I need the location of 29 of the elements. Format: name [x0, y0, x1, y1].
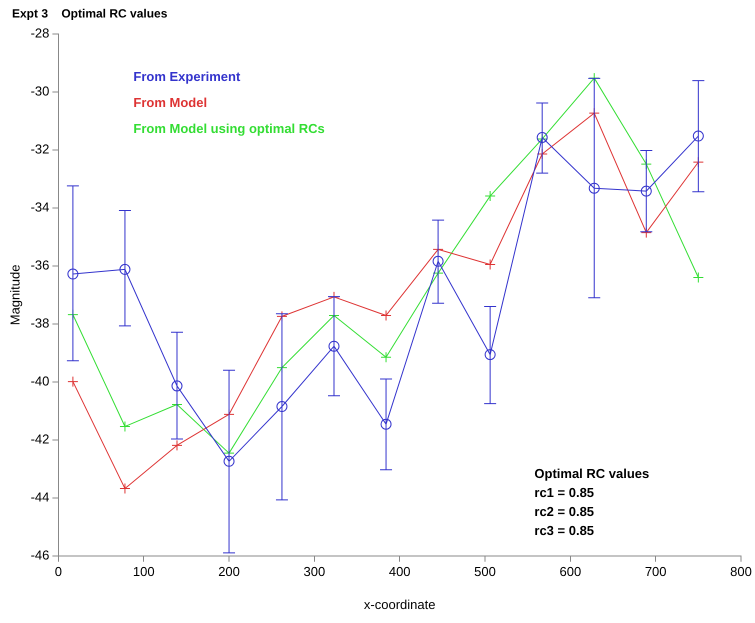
- annotation: Optimal RC values: [534, 466, 650, 481]
- annotation: rc3 = 0.85: [534, 522, 594, 538]
- y-tick-label: -44: [30, 489, 50, 504]
- y-tick-label: -38: [30, 315, 50, 330]
- x-tick-label: 600: [559, 564, 582, 580]
- y-tick-label: -40: [30, 373, 50, 388]
- x-axis-title: x-coordinate: [364, 596, 436, 612]
- y-tick-label: -34: [30, 200, 50, 215]
- text: From Model: [133, 95, 208, 110]
- y-tick-label: -28: [30, 26, 50, 41]
- text: From Experiment: [133, 69, 241, 84]
- y-tick-label: -36: [30, 257, 50, 272]
- x-tick-label: 500: [474, 564, 496, 580]
- x-tick-label: 800: [730, 564, 752, 580]
- x-tick-label: 300: [304, 564, 326, 580]
- y-tick-label: -42: [30, 431, 50, 446]
- text: From Model using optimal RCs: [133, 121, 325, 136]
- y-tick-label: -46: [30, 547, 50, 562]
- x-tick-label: 100: [132, 564, 155, 580]
- y-tick-label: -32: [30, 142, 50, 157]
- y-tick-label: -30: [30, 84, 50, 99]
- x-tick-label: 700: [644, 564, 667, 580]
- x-tick-label: 400: [388, 564, 411, 580]
- y-axis-title: Magnitude: [7, 264, 22, 326]
- x-tick-label: 200: [218, 564, 240, 580]
- chart-title: Expt 3 Optimal RC values: [12, 6, 168, 20]
- x-tick-label: 0: [54, 564, 62, 580]
- annotation: rc2 = 0.85: [534, 504, 594, 519]
- annotation: rc1 = 0.85: [534, 484, 594, 500]
